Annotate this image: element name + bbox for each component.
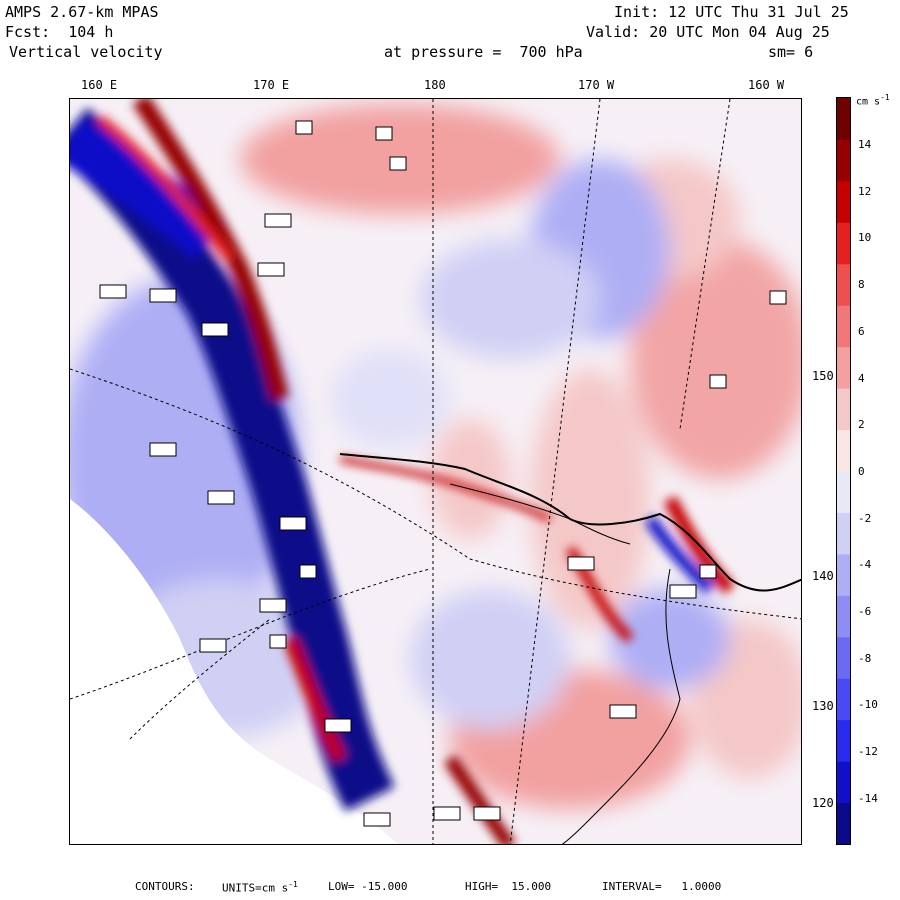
colorbar-segment — [837, 305, 850, 348]
lon-label-160e: 160 E — [81, 78, 118, 92]
colorbar-tick-label: 6 — [858, 324, 865, 338]
colorbar-tick-label: 8 — [858, 278, 865, 292]
colorbar-segment — [837, 222, 850, 265]
colorbar-segment — [837, 636, 850, 679]
lon-label-170w: 170 W — [578, 78, 615, 92]
valid-time: Valid: 20 UTC Mon 04 Aug 25 — [586, 23, 830, 41]
colorbar-tick-label: -6 — [858, 605, 872, 618]
strong-field-layer — [70, 99, 735, 844]
colorbar-segment — [837, 678, 850, 721]
graticule — [70, 99, 801, 844]
footer-units-exponent: -1 — [288, 880, 298, 889]
smoothing-value: sm= 6 — [768, 43, 814, 61]
lon-label-160w: 160 W — [748, 78, 785, 92]
footer-high: HIGH= 15.000 — [465, 880, 552, 893]
colorbar-segment — [837, 553, 850, 596]
vertical-velocity-map — [69, 98, 802, 845]
colorbar-segment — [837, 346, 850, 389]
colorbar-segment — [837, 98, 850, 140]
forecast-hour: Fcst: 104 h — [5, 23, 114, 41]
colorbar-segment — [837, 802, 850, 844]
coastline — [339, 453, 801, 592]
colorbar-tick-label: 12 — [858, 184, 872, 198]
init-time: Init: 12 UTC Thu 31 Jul 25 — [614, 3, 849, 21]
colorbar-tick-label: -4 — [858, 558, 872, 572]
colorbar-tick-label: -10 — [858, 698, 878, 712]
colorbar-segment — [837, 761, 850, 804]
colorbar-segment — [837, 719, 850, 762]
colorbar-segment — [837, 471, 850, 513]
contour-labels — [99, 120, 787, 827]
lon-label-180: 180 — [424, 78, 446, 92]
colorbar-segment — [837, 139, 850, 182]
no-data-region — [70, 499, 398, 844]
colorbar-tick-label: 10 — [858, 231, 872, 245]
pressure-level: at pressure = 700 hPa — [384, 43, 583, 61]
colorbar-tick-label: -8 — [858, 651, 872, 665]
colorbar — [836, 97, 851, 845]
colorbar-segment — [837, 595, 850, 638]
colorbar-tick-label: -14 — [858, 791, 878, 805]
colorbar-tick-label: 4 — [858, 371, 865, 385]
footer-units: UNITS=cm s-1 — [222, 880, 298, 895]
colorbar-segment — [837, 388, 850, 431]
field-name: Vertical velocity — [9, 43, 163, 61]
colorbar-tick-label: 14 — [858, 138, 872, 151]
lon-label-170e: 170 E — [253, 78, 290, 92]
footer-interval: INTERVAL= 1.0000 — [602, 880, 722, 893]
map-canvas — [70, 99, 801, 844]
colorbar-tick-label: 2 — [858, 418, 865, 432]
smooth-field-layer — [70, 104, 801, 809]
colorbar-units: cm s-1 — [856, 93, 890, 108]
coastline-east — [561, 568, 681, 844]
footer-contours: CONTOURS: — [135, 880, 195, 893]
colorbar-tick-label: -12 — [858, 745, 878, 759]
colorbar-segment — [837, 512, 850, 555]
colorbar-segment — [837, 429, 850, 472]
colorbar-segment — [837, 180, 850, 223]
model-title: AMPS 2.67-km MPAS — [5, 3, 159, 21]
colorbar-segment — [837, 263, 850, 306]
footer-low: LOW= -15.000 — [328, 880, 408, 893]
footer-units-text: UNITS=cm s — [222, 881, 289, 895]
colorbar-tick-label: -2 — [858, 511, 872, 525]
colorbar-tick-label: 0 — [858, 464, 865, 478]
